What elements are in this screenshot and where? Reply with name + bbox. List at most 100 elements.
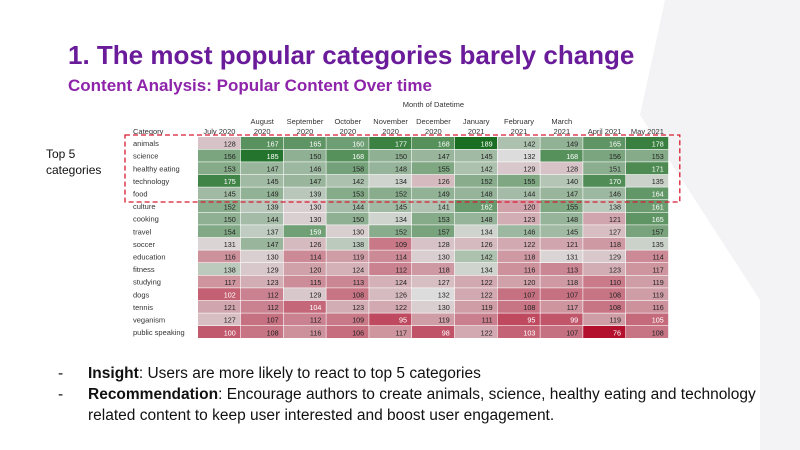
cell-value: 152 <box>395 228 407 237</box>
column-label: April 2021 <box>588 127 622 136</box>
row-label: food <box>133 189 148 198</box>
heatmap-cell <box>240 187 283 200</box>
heatmap-cell <box>497 200 540 212</box>
cell-value: 175 <box>224 177 236 186</box>
column-label: 2020 <box>425 127 442 136</box>
bullet-recommendation: - Recommendation: Encourage authors to cr… <box>56 384 776 426</box>
heatmap-cell <box>412 225 455 238</box>
cell-value: 135 <box>652 240 664 249</box>
cell-value: 111 <box>482 316 493 325</box>
heatmap-cell <box>454 149 497 162</box>
cell-value: 145 <box>481 152 493 161</box>
column-label: December <box>416 117 451 126</box>
heatmap-cell <box>283 200 326 212</box>
cell-value: 153 <box>224 165 236 174</box>
row-label: cooking <box>133 215 159 224</box>
heatmap-cell <box>283 300 326 313</box>
cell-value: 99 <box>570 316 578 325</box>
cell-value: 108 <box>609 291 621 300</box>
cell-value: 121 <box>224 303 236 312</box>
cell-value: 114 <box>652 253 663 262</box>
cell-value: 122 <box>395 303 407 312</box>
bullet-label: Recommendation <box>88 386 219 403</box>
heatmap-cell <box>369 187 412 200</box>
cell-value: 117 <box>652 265 663 274</box>
cell-value: 122 <box>481 278 493 287</box>
cell-value: 148 <box>481 215 493 224</box>
heatmap-cell <box>283 275 326 288</box>
cell-value: 130 <box>438 303 450 312</box>
cell-value: 103 <box>523 328 535 337</box>
cell-value: 156 <box>609 152 621 161</box>
heatmap-cell <box>369 200 412 212</box>
heatmap-cell <box>240 212 283 225</box>
heatmap-cell <box>540 149 583 162</box>
heatmap-cell <box>412 313 455 326</box>
heatmap-cell <box>369 300 412 313</box>
heatmap-cell <box>540 275 583 288</box>
cell-value: 144 <box>267 215 279 224</box>
bullet-label: Insight <box>88 365 139 382</box>
heatmap-cell <box>283 174 326 187</box>
cell-value: 150 <box>224 215 236 224</box>
cell-value: 157 <box>438 228 450 237</box>
heatmap-cell <box>198 313 241 326</box>
heatmap-cell <box>369 313 412 326</box>
cell-value: 147 <box>267 240 279 249</box>
cell-value: 118 <box>567 278 578 287</box>
cell-value: 142 <box>481 253 493 262</box>
heatmap-cell <box>626 187 669 200</box>
heatmap-cell <box>326 200 369 212</box>
column-label: January <box>463 117 490 126</box>
cell-value: 95 <box>399 316 407 325</box>
cell-value: 154 <box>224 228 236 237</box>
cell-value: 153 <box>652 152 664 161</box>
cell-value: 107 <box>267 316 279 325</box>
heatmap-cell <box>454 225 497 238</box>
cell-value: 109 <box>352 316 364 325</box>
heatmap-cell <box>412 174 455 187</box>
cell-value: 104 <box>309 303 321 312</box>
heatmap-cell <box>583 225 626 238</box>
bullet-text: Encourage authors to create animals, sci… <box>88 386 756 424</box>
highlight-label: Top 5 <box>46 147 76 161</box>
cell-value: 144 <box>523 190 535 199</box>
row-label: fitness <box>133 265 155 274</box>
bullet-separator: : <box>138 365 148 382</box>
cell-value: 148 <box>566 215 578 224</box>
cell-value: 130 <box>438 253 450 262</box>
cell-value: 138 <box>224 265 236 274</box>
heatmap-cell <box>240 250 283 263</box>
cell-value: 98 <box>442 328 450 337</box>
cell-value: 127 <box>224 316 236 325</box>
heatmap-cell <box>412 200 455 212</box>
heatmap-cell <box>198 300 241 313</box>
heatmap-cell <box>369 250 412 263</box>
cell-value: 108 <box>523 303 535 312</box>
heatmap-cell <box>326 313 369 326</box>
highlight-label: categories <box>46 163 101 177</box>
heatmap-cell <box>626 300 669 313</box>
cell-value: 128 <box>438 240 450 249</box>
heatmap-cell <box>198 137 241 149</box>
heatmap-cell <box>326 250 369 263</box>
cell-value: 168 <box>352 152 364 161</box>
cell-value: 155 <box>566 202 578 211</box>
heatmap-cell <box>198 275 241 288</box>
heatmap-cell <box>326 263 369 275</box>
heatmap-cell <box>326 275 369 288</box>
cell-value: 129 <box>523 165 535 174</box>
cell-value: 148 <box>395 165 407 174</box>
heatmap-cell <box>583 212 626 225</box>
cell-value: 152 <box>481 177 493 186</box>
cell-value: 161 <box>652 202 664 211</box>
cell-value: 158 <box>352 165 364 174</box>
cell-value: 170 <box>609 177 621 186</box>
heatmap-cell <box>540 288 583 301</box>
heatmap-cell <box>583 187 626 200</box>
heatmap-cell <box>583 237 626 250</box>
cell-value: 134 <box>481 228 493 237</box>
heatmap-header: Month of Datetime <box>403 100 464 109</box>
heatmap-cell <box>240 162 283 175</box>
cell-value: 145 <box>566 228 578 237</box>
